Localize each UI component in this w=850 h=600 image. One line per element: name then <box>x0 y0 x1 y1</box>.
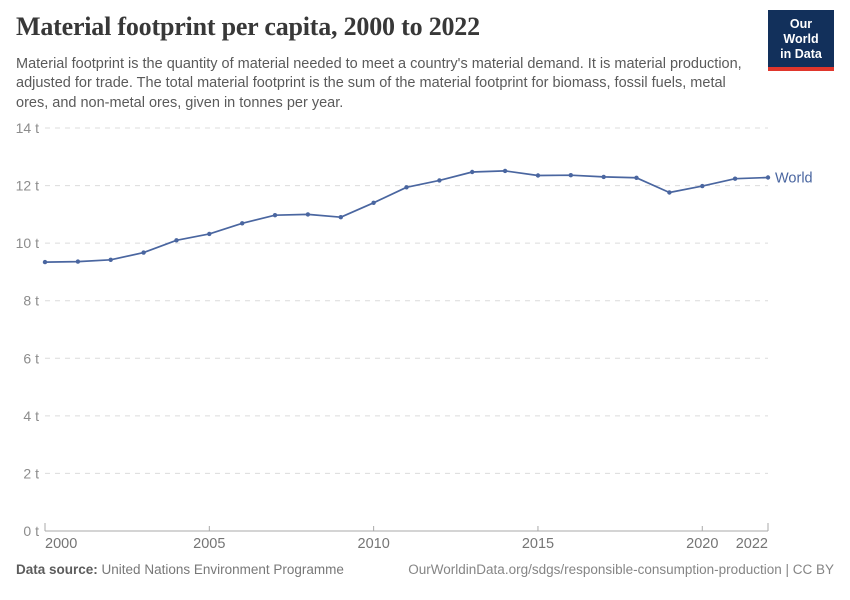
data-point-2013[interactable] <box>470 169 475 175</box>
owid-logo[interactable]: Our World in Data <box>768 10 834 72</box>
owid-logo-box: Our World in Data <box>768 10 834 68</box>
data-point-2000[interactable] <box>42 259 48 265</box>
data-point-2006[interactable] <box>240 221 245 226</box>
series-line-world[interactable] <box>44 170 769 263</box>
data-point-2011[interactable] <box>404 185 409 190</box>
data-point-2001[interactable] <box>75 259 81 264</box>
x-axis-label: 2022 <box>736 536 768 552</box>
data-point-2014[interactable] <box>502 168 508 174</box>
y-axis-label: 2 t <box>23 465 39 481</box>
y-axis-label: 8 t <box>23 293 39 309</box>
data-point-2002[interactable] <box>108 257 113 262</box>
data-point-2009[interactable] <box>338 215 343 220</box>
data-point-2012[interactable] <box>437 178 442 183</box>
data-source-label: Data source: <box>16 562 98 577</box>
logo-red-bar <box>768 67 834 72</box>
data-point-2007[interactable] <box>272 213 278 218</box>
data-point-2004[interactable] <box>174 238 179 243</box>
data-point-2022[interactable] <box>765 175 771 180</box>
y-axis-label: 14 t <box>16 120 39 136</box>
x-axis-label: 2015 <box>522 536 554 552</box>
logo-line1: Our World <box>783 17 819 46</box>
x-axis-label: 2020 <box>686 536 718 552</box>
chart-footer: Data source: United Nations Environment … <box>16 562 834 577</box>
data-point-2005[interactable] <box>207 231 212 237</box>
series-end-label-world[interactable]: World <box>775 171 813 187</box>
y-axis-label: 0 t <box>23 523 39 539</box>
data-point-2003[interactable] <box>141 250 146 255</box>
y-axis-label: 4 t <box>23 408 39 424</box>
data-point-2008[interactable] <box>305 212 311 217</box>
logo-line2: in Data <box>780 46 822 61</box>
data-point-2010[interactable] <box>371 200 376 205</box>
y-axis-label: 6 t <box>23 350 39 366</box>
data-point-2019[interactable] <box>667 190 672 195</box>
data-source-value: United Nations Environment Programme <box>101 562 344 577</box>
data-point-2018[interactable] <box>634 175 639 180</box>
x-axis-label: 2000 <box>45 536 77 552</box>
data-source: Data source: United Nations Environment … <box>16 562 344 577</box>
credit-link[interactable]: OurWorldinData.org/sdgs/responsible-cons… <box>408 562 834 577</box>
y-axis-label: 12 t <box>16 178 39 194</box>
x-axis-label: 2005 <box>193 536 225 552</box>
y-axis-label: 10 t <box>16 235 39 251</box>
chart-title: Material footprint per capita, 2000 to 2… <box>16 12 480 41</box>
line-chart[interactable]: 0 t 2 t 4 t 6 t 8 t 10 t 12 t 14 t 2000 2005 2010 2… <box>0 115 850 560</box>
data-point-2015[interactable] <box>535 173 541 178</box>
data-point-2021[interactable] <box>732 176 738 181</box>
data-point-2017[interactable] <box>601 174 606 180</box>
data-point-2020[interactable] <box>700 183 705 189</box>
chart-subtitle: Material footprint is the quantity of ma… <box>16 56 742 111</box>
data-point-2016[interactable] <box>568 173 573 178</box>
x-axis-label: 2010 <box>358 536 390 552</box>
